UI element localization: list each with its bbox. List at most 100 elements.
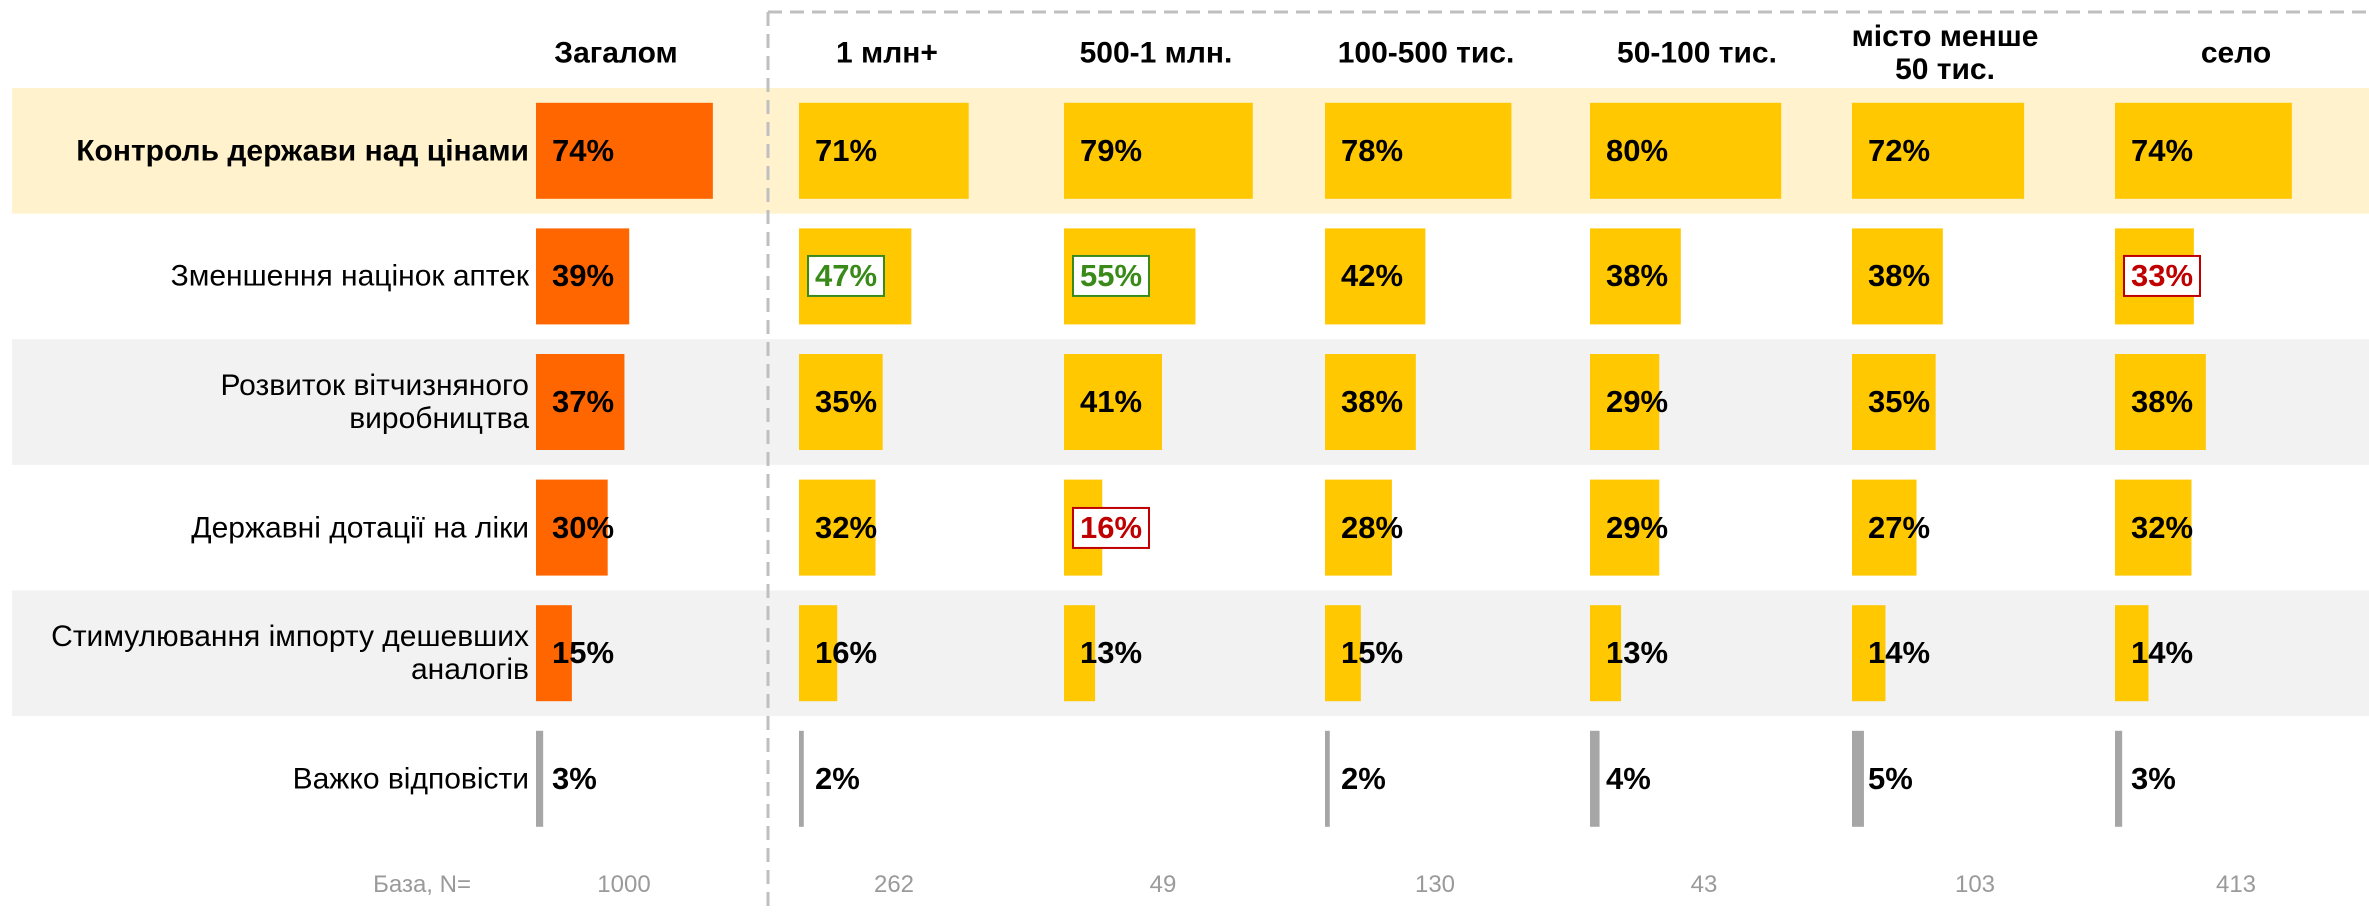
row-background [12, 590, 2369, 716]
value-label: 35% [1868, 383, 1931, 419]
column-header: 1 млн+ [836, 36, 938, 70]
row-label: Важко відповісти [292, 762, 529, 796]
bar [1590, 730, 1600, 827]
value-label: 16% [1072, 506, 1151, 549]
value-label: 13% [1606, 635, 1669, 671]
value-label: 41% [1080, 383, 1143, 419]
row-label: Зменшення націнок аптек [170, 259, 529, 293]
value-label: 14% [2131, 635, 2194, 671]
row-label: Стимулювання імпорту дешевших аналогів [51, 620, 529, 687]
value-label: 47% [807, 255, 886, 298]
value-label: 72% [1868, 132, 1931, 168]
value-label: 29% [1606, 383, 1669, 419]
row-background [12, 339, 2369, 465]
value-label: 2% [1341, 760, 1386, 796]
value-label: 71% [815, 132, 878, 168]
value-label: 74% [2131, 132, 2194, 168]
bar [2115, 102, 2292, 199]
bar [1064, 605, 1096, 702]
value-label: 3% [2131, 760, 2176, 796]
bar [1852, 479, 1917, 576]
bar [799, 730, 804, 827]
bar [1325, 228, 1426, 325]
value-label: 74% [552, 132, 615, 168]
column-header: 50-100 тис. [1617, 36, 1777, 70]
bar [1852, 102, 2025, 199]
bar [1590, 228, 1681, 325]
value-label: 42% [1341, 258, 1404, 294]
value-label: 80% [1606, 132, 1669, 168]
value-label: 79% [1080, 132, 1143, 168]
bar [1590, 354, 1660, 450]
value-label: 16% [815, 635, 878, 671]
bar [536, 605, 572, 702]
bar [1325, 605, 1361, 702]
bar [2115, 605, 2149, 702]
bar [799, 354, 883, 450]
bar [536, 730, 544, 827]
value-label: 35% [815, 383, 878, 419]
bar [2115, 730, 2123, 827]
bar [536, 228, 630, 325]
bar [1590, 479, 1660, 576]
value-label: 13% [1080, 635, 1143, 671]
value-label: 32% [815, 509, 878, 545]
bar [1064, 354, 1162, 450]
base-label: База, N= [373, 870, 471, 898]
value-label: 14% [1868, 635, 1931, 671]
value-label: 15% [1341, 635, 1404, 671]
base-value: 1000 [597, 870, 651, 898]
column-header: 500-1 млн. [1079, 36, 1233, 70]
bar [536, 479, 608, 576]
base-value: 43 [1690, 870, 1718, 898]
column-header: 100-500 тис. [1337, 36, 1515, 70]
value-label: 3% [552, 760, 597, 796]
bar [1325, 102, 1512, 199]
bar [1852, 605, 1886, 702]
value-label: 15% [552, 635, 615, 671]
value-label: 5% [1868, 760, 1913, 796]
bar [1852, 354, 1936, 450]
base-value: 103 [1954, 870, 1996, 898]
bar [2115, 354, 2206, 450]
column-header: село [2200, 36, 2272, 70]
bar [1325, 479, 1392, 576]
base-value: 413 [2215, 870, 2257, 898]
row-label: Розвиток вітчизняного виробництва [220, 369, 529, 435]
base-value: 49 [1149, 870, 1177, 898]
bar [1852, 730, 1864, 827]
column-header: місто менше 50 тис. [1851, 20, 2039, 86]
value-label: 38% [2131, 383, 2194, 419]
column-header: Загалом [554, 36, 678, 70]
bar [536, 354, 625, 450]
bar [1325, 354, 1416, 450]
bar [1064, 102, 1253, 199]
value-label: 30% [552, 509, 615, 545]
row-label: Контроль держави над цінами [76, 134, 529, 168]
value-label: 78% [1341, 132, 1404, 168]
value-label: 38% [1868, 258, 1931, 294]
row-label: Державні дотації на ліки [191, 511, 529, 545]
base-value: 130 [1414, 870, 1456, 898]
value-label: 4% [1606, 760, 1651, 796]
value-label: 38% [1341, 383, 1404, 419]
value-label: 2% [815, 760, 860, 796]
value-label: 39% [552, 258, 615, 294]
value-label: 29% [1606, 509, 1669, 545]
value-label: 28% [1341, 509, 1404, 545]
bar [1590, 605, 1622, 702]
base-value: 262 [873, 870, 915, 898]
bar [1325, 730, 1330, 827]
value-label: 27% [1868, 509, 1931, 545]
bar [1852, 228, 1943, 325]
bar [799, 605, 838, 702]
bar [1590, 102, 1782, 199]
value-label: 33% [2123, 255, 2202, 298]
value-label: 37% [552, 383, 615, 419]
bar [2115, 479, 2192, 576]
bar [536, 102, 713, 199]
bar [799, 479, 876, 576]
value-label: 32% [2131, 509, 2194, 545]
value-label: 38% [1606, 258, 1669, 294]
